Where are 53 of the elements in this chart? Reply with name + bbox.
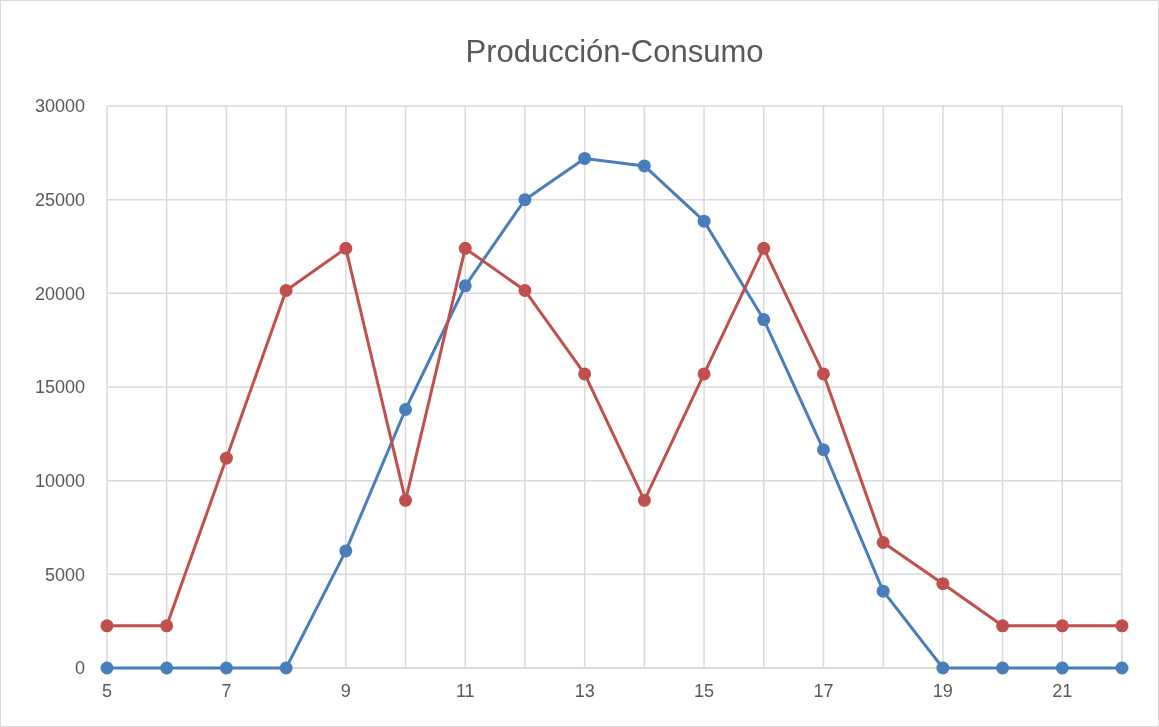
y-tick-label: 5000 — [44, 564, 85, 585]
point — [578, 367, 592, 381]
point — [578, 151, 592, 165]
point — [1055, 619, 1069, 633]
x-tick-label: 9 — [340, 681, 351, 701]
point — [936, 661, 950, 675]
point — [697, 214, 711, 228]
y-tick-label: 25000 — [34, 189, 85, 210]
point — [697, 367, 711, 381]
point — [160, 661, 174, 675]
point — [637, 493, 651, 507]
y-tick-label: 20000 — [34, 283, 85, 304]
point — [279, 661, 293, 675]
point — [1115, 661, 1129, 675]
x-tick-label: 15 — [694, 681, 715, 701]
point — [339, 241, 353, 255]
point — [816, 367, 830, 381]
point — [1115, 619, 1129, 633]
y-tick-label: 0 — [74, 658, 85, 679]
point — [996, 619, 1010, 633]
point — [100, 619, 114, 633]
point — [637, 159, 651, 173]
x-tick-label: 5 — [101, 681, 113, 701]
x-tick-label: 21 — [1052, 681, 1073, 701]
point — [996, 661, 1010, 675]
point — [458, 279, 472, 293]
point — [876, 584, 890, 598]
point — [518, 284, 532, 298]
point — [876, 535, 890, 549]
point — [458, 241, 472, 255]
x-tick-label: 7 — [221, 681, 232, 701]
point — [1055, 661, 1069, 675]
point — [936, 577, 950, 591]
point — [757, 241, 771, 255]
y-tick-label: 10000 — [34, 470, 85, 491]
point — [279, 284, 293, 298]
point — [160, 619, 174, 633]
point — [757, 313, 771, 327]
y-tick-label: 30000 — [34, 96, 85, 117]
point — [816, 443, 830, 457]
x-tick-label: 11 — [455, 681, 475, 701]
point — [399, 493, 413, 507]
x-tick-label: 17 — [813, 681, 834, 701]
point — [219, 451, 233, 465]
x-tick-label: 19 — [932, 681, 953, 701]
chart-title: Producción-Consumo — [465, 34, 764, 69]
point — [100, 661, 114, 675]
point — [339, 544, 353, 558]
point — [399, 402, 413, 416]
y-tick-label: 15000 — [34, 377, 85, 398]
point — [219, 661, 233, 675]
point — [518, 193, 532, 207]
x-tick-label: 13 — [574, 681, 595, 701]
